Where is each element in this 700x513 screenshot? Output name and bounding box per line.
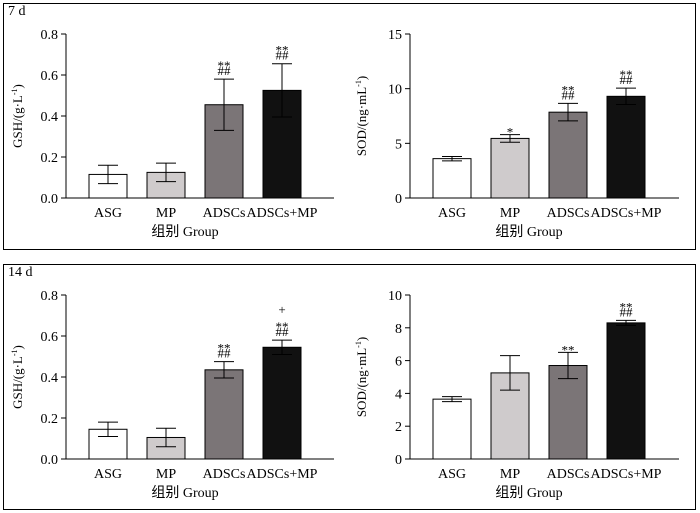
y-tick-label: 0.0 [41,192,59,207]
x-axis-label: 组别 Group [151,485,218,501]
x-tick-label: ADSCs+MP [247,206,318,221]
bar-adscs-mp [606,322,646,460]
bar-adscs-mp [262,346,302,460]
significance-mark: ** [620,299,633,314]
x-tick-label: ADSCs [547,206,590,221]
bar-adscs [548,365,588,460]
x-axis-label: 组别 Group [151,224,218,240]
bar-adscs [548,111,588,199]
y-tick-label: 6 [395,355,402,370]
x-axis-label: 组别 Group [495,485,562,501]
x-tick-label: ADSCs+MP [247,467,318,482]
y-tick-label: 0.6 [41,69,59,84]
y-axis-label: GSH/(g·L-1) [10,84,25,148]
significance-mark: ** [218,341,231,356]
sod-chart-7d: 051015SOD/(ng·mL-1)ASG*MP##**ADSCs##**AD… [354,28,679,240]
x-tick-label: MP [156,467,176,482]
x-tick-label: MP [500,467,520,482]
y-tick-label: 0.4 [41,371,59,386]
y-tick-label: 5 [395,137,402,152]
y-tick-label: 0.6 [41,330,59,345]
y-tick-label: 0 [395,192,402,207]
x-tick-label: ADSCs [547,467,590,482]
significance-mark: ## [620,304,634,319]
bar-adscs [204,369,244,460]
significance-mark: ** [620,67,633,82]
x-tick-label: ASG [438,467,466,482]
x-axis-label: 组别 Group [495,224,562,240]
bar-adscs-mp [606,95,646,199]
panel-14d: 14 d 0.0 0.2 0.4 0.6 0.8 GSH/(g·L-1) ASG MP ## **… [3,264,696,510]
y-tick-label: 10 [388,289,402,304]
y-tick-label: 4 [395,387,402,402]
panel-7d: 7 d 0.0 0.2 0.4 0.6 0.8 GSH/(g·L-1) ASG MP ## ** A… [3,3,696,250]
bar-asg [432,158,472,199]
panel-label: 7 d [8,4,26,19]
y-tick-label: 0.2 [41,412,59,427]
significance-mark: ## [218,63,232,78]
y-axis-label: SOD/(ng·mL-1) [354,337,369,417]
significance-mark: * [507,125,514,140]
y-tick-label: 0.2 [41,151,59,166]
panel-label: 14 d [8,265,33,280]
bar-mp [490,137,530,199]
y-tick-label: 10 [388,83,402,98]
x-tick-label: MP [156,206,176,221]
significance-mark: ## [562,87,576,102]
x-tick-label: ADSCs [203,206,246,221]
bar-asg [432,398,472,460]
y-tick-label: 0 [395,453,402,468]
bar-mp [146,171,186,199]
y-tick-label: 0.0 [41,453,59,468]
significance-mark: ## [218,346,232,361]
significance-mark: ** [276,43,289,58]
y-tick-label: 15 [388,28,402,43]
y-tick-label: 0.8 [41,289,59,304]
x-tick-label: ASG [94,206,122,221]
y-axis-label: GSH/(g·L-1) [10,345,25,409]
x-tick-label: ASG [438,206,466,221]
significance-mark: ** [562,342,575,357]
significance-mark: ** [276,319,289,334]
x-tick-label: ADSCs+MP [591,206,662,221]
x-tick-label: ASG [94,467,122,482]
x-tick-label: ADSCs [203,467,246,482]
x-tick-label: MP [500,206,520,221]
y-tick-label: 2 [395,420,402,435]
y-tick-label: 8 [395,322,402,337]
significance-mark: ## [276,48,290,63]
y-tick-label: 0.8 [41,28,59,43]
significance-mark: ## [276,324,290,339]
y-tick-label: 0.4 [41,110,59,125]
significance-mark: ** [218,58,231,73]
y-axis-label: SOD/(ng·mL-1) [354,76,369,156]
significance-mark: ** [562,82,575,97]
significance-mark: + [278,302,285,317]
x-tick-label: ADSCs+MP [591,467,662,482]
significance-mark: ## [620,72,634,87]
